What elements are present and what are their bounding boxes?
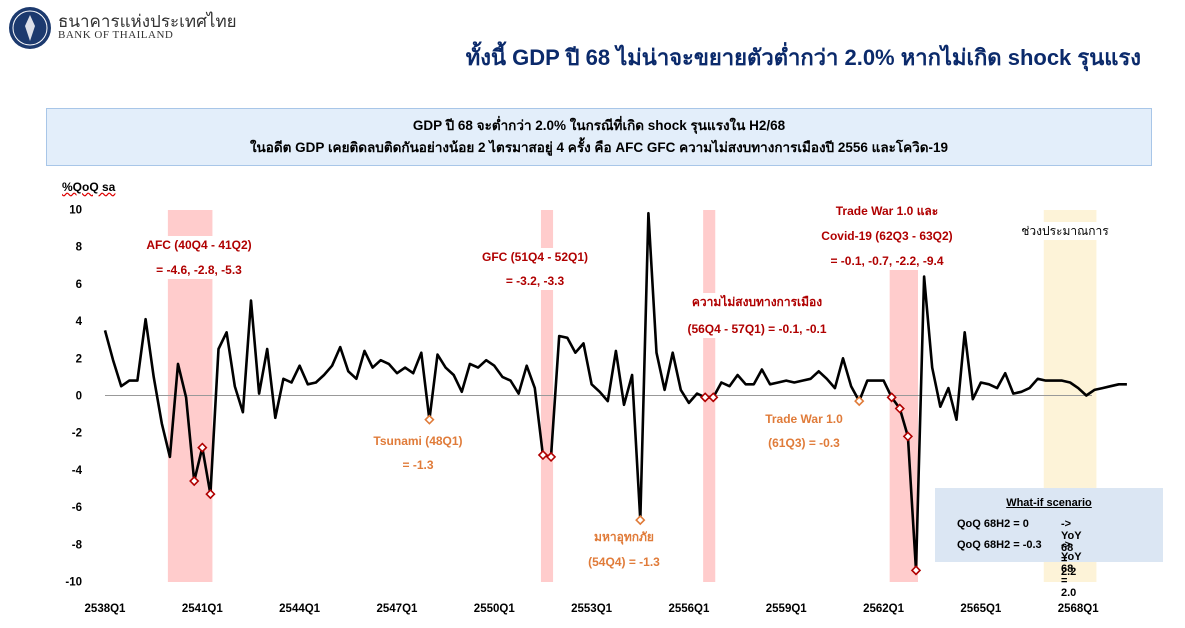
gdp-qoq-line <box>103 211 1127 572</box>
annotation-label: GFC (51Q4 - 52Q1) <box>482 250 588 264</box>
y-tick-label: 8 <box>76 242 83 254</box>
y-tick-label: -10 <box>65 577 82 589</box>
summary-banner: GDP ปี 68 จะต่ำกว่า 2.0% ในกรณีที่เกิด s… <box>46 108 1152 166</box>
annotation-background <box>669 293 845 338</box>
data-point-marker <box>910 565 922 576</box>
org-name-english: BANK OF THAILAND <box>58 29 174 41</box>
x-tick-label: 2553Q1 <box>571 603 613 615</box>
annotation-background <box>137 236 261 279</box>
data-point-marker <box>635 514 646 526</box>
y-tick-label: -4 <box>72 465 83 477</box>
what-if-row: QoQ 68H2 = -0.3 -> YoY 68 = 2.0 <box>957 539 1081 599</box>
x-tick-label: 2556Q1 <box>668 603 710 615</box>
page-headline: ทั้งนี้ GDP ปี 68 ไม่น่าจะขยายตัวต่ำกว่า… <box>465 45 1141 70</box>
annotation-label: AFC (40Q4 - 41Q2) <box>146 238 251 252</box>
y-axis-label: %QoQ sa <box>62 180 116 194</box>
what-if-row-condition: QoQ 68H2 = -0.3 <box>957 539 1042 551</box>
what-if-row: QoQ 68H2 = 0 -> YoY 68 = 2.2 <box>957 518 1081 578</box>
annotation-background <box>759 410 849 452</box>
x-tick-label: 2550Q1 <box>474 603 516 615</box>
x-tick-label: 2565Q1 <box>960 603 1002 615</box>
data-point-marker <box>902 431 914 442</box>
x-tick-label: 2559Q1 <box>766 603 808 615</box>
x-tick-label: 2541Q1 <box>182 603 224 615</box>
org-name-thai: ธนาคารแห่งประเทศไทย <box>58 12 237 32</box>
what-if-title: What-if scenario <box>1006 497 1092 509</box>
annotation-label: (56Q4 - 57Q1) = -0.1, -0.1 <box>687 322 826 336</box>
summary-line-2: ในอดีต GDP เคยติดลบติดกันอย่างน้อย 2 ไตร… <box>249 140 949 155</box>
x-tick-label: 2544Q1 <box>279 603 321 615</box>
annotation-label: Trade War 1.0 และ <box>836 204 938 218</box>
annotation-label: = -1.3 <box>402 458 433 472</box>
annotation-background <box>805 202 969 270</box>
y-tick-label: 6 <box>76 279 82 291</box>
data-point-marker <box>424 414 435 425</box>
data-point-marker <box>545 451 557 463</box>
annotation-label: Trade War 1.0 <box>765 412 843 426</box>
bank-of-thailand-seal-icon <box>9 7 51 49</box>
y-tick-label: 0 <box>76 391 82 403</box>
y-tick-label: -8 <box>72 539 83 551</box>
what-if-row-result: -> YoY 68 = 2.2 <box>1061 518 1082 578</box>
y-tick-label: -2 <box>72 428 82 440</box>
annotation-label: = -4.6, -2.8, -5.3 <box>156 263 242 277</box>
what-if-row-condition: QoQ 68H2 = 0 <box>957 518 1029 530</box>
annotation-background <box>579 528 669 571</box>
y-tick-label: 4 <box>76 316 83 328</box>
y-tick-label: 10 <box>69 205 82 217</box>
what-if-scenario-box: What-if scenario QoQ 68H2 = 0 -> YoY 68 … <box>935 488 1163 599</box>
x-tick-label: 2568Q1 <box>1058 603 1100 615</box>
annotation-background <box>369 432 467 474</box>
annotation-label: (61Q3) = -0.3 <box>768 436 840 450</box>
x-tick-label: 2562Q1 <box>863 603 905 615</box>
data-point-marker <box>205 488 216 500</box>
annotation-label: Tsunami (48Q1) <box>373 434 462 448</box>
annotation-label: Covid-19 (62Q3 - 63Q2) <box>821 229 952 243</box>
data-point-marker <box>537 449 549 461</box>
annotation-background <box>476 248 594 290</box>
data-point-marker <box>708 392 719 403</box>
data-point-marker <box>886 392 897 403</box>
annotation-label: มหาอุทกภัย <box>594 530 654 545</box>
what-if-row-result: -> YoY 68 = 2.0 <box>1061 539 1082 599</box>
data-point-marker <box>700 392 711 403</box>
data-point-marker <box>854 395 865 407</box>
annotation-label: = -0.1, -0.7, -2.2, -9.4 <box>830 254 943 268</box>
annotation-label: ความไม่สงบทางการเมือง <box>692 294 822 309</box>
y-tick-label: 2 <box>76 353 82 365</box>
data-point-marker <box>894 403 905 414</box>
annotation-label: (54Q4) = -1.3 <box>588 555 660 569</box>
annotation-background <box>1020 222 1110 240</box>
summary-line-1: GDP ปี 68 จะต่ำกว่า 2.0% ในกรณีที่เกิด s… <box>412 118 786 133</box>
x-tick-label: 2547Q1 <box>376 603 418 615</box>
data-point-marker <box>197 442 208 453</box>
data-point-marker <box>189 475 200 487</box>
annotation-label: = -3.2, -3.3 <box>506 274 565 288</box>
x-tick-label: 2538Q1 <box>85 603 127 615</box>
annotation-label: ช่วงประมาณการ <box>1021 224 1109 238</box>
y-tick-label: -6 <box>72 502 82 514</box>
